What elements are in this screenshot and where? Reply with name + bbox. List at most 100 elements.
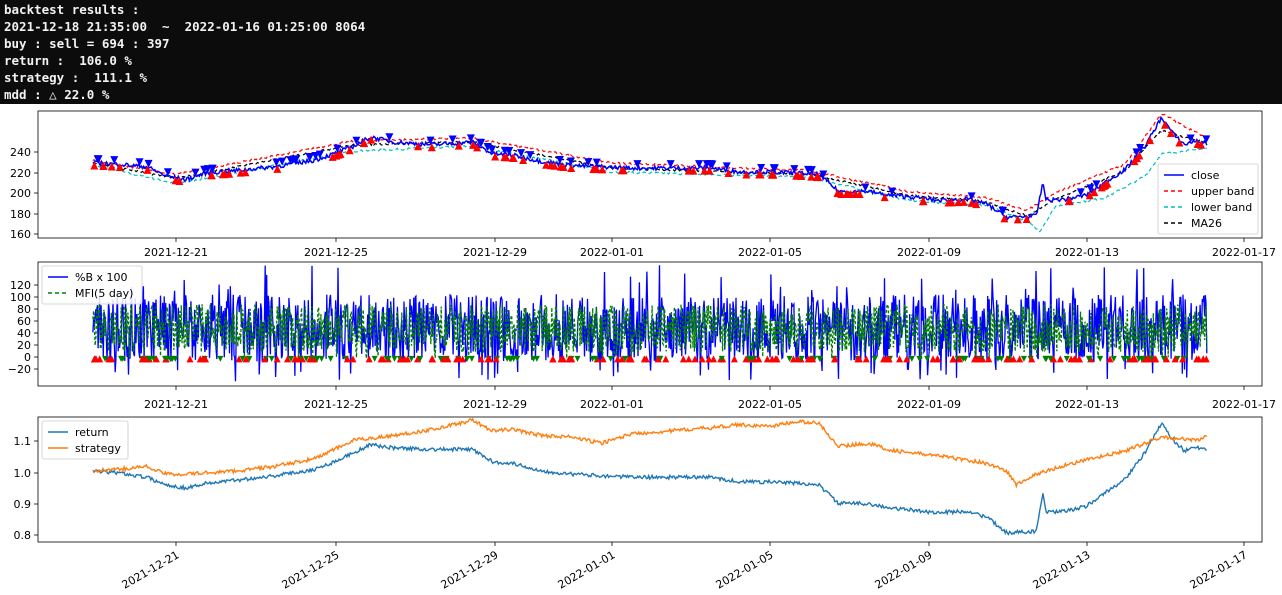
buy-marker bbox=[662, 355, 670, 363]
sell-marker bbox=[817, 355, 824, 362]
buy-marker bbox=[469, 140, 478, 149]
legend: %B x 100 MFI(5 day) bbox=[41, 265, 143, 305]
buy-marker bbox=[654, 355, 662, 363]
buy-marker bbox=[454, 141, 463, 150]
sell-marker bbox=[770, 164, 779, 173]
buy-marker bbox=[1076, 355, 1084, 363]
y-tick-label: 200 bbox=[10, 187, 31, 200]
y-tick-label: 40 bbox=[17, 327, 31, 340]
buy-marker bbox=[967, 198, 976, 207]
buy-marker bbox=[171, 176, 180, 185]
buy-marker bbox=[343, 355, 351, 363]
sell-marker bbox=[786, 355, 793, 362]
y-tick-label: 0 bbox=[24, 351, 31, 364]
sell-marker bbox=[313, 355, 320, 362]
sell-marker bbox=[888, 187, 897, 196]
x-tick-label: 2021-12-21 bbox=[144, 398, 208, 411]
sell-marker bbox=[1120, 355, 1127, 362]
legend-label: close bbox=[1191, 169, 1220, 182]
x-tick-label: 2021-12-25 bbox=[304, 398, 368, 411]
sell-marker bbox=[352, 136, 361, 145]
y-tick-label: 1.0 bbox=[14, 467, 32, 480]
buy-marker bbox=[679, 355, 687, 363]
sell-marker bbox=[292, 155, 301, 164]
plot-content bbox=[90, 265, 1210, 382]
console-line-buy-sell: buy : sell = 694 : 397 bbox=[4, 36, 170, 51]
legend-box bbox=[1157, 163, 1259, 235]
buy-marker bbox=[763, 355, 771, 363]
sell-marker bbox=[318, 355, 325, 362]
sell-marker bbox=[385, 355, 392, 362]
buy-marker bbox=[473, 143, 482, 152]
x-tick-label: 2022-01-05 bbox=[738, 246, 802, 259]
buy-marker bbox=[349, 355, 357, 363]
buy-marker bbox=[896, 355, 904, 363]
buy-marker bbox=[242, 355, 250, 363]
sell-marker bbox=[217, 355, 224, 362]
sell-marker bbox=[1097, 355, 1104, 362]
buy-marker bbox=[954, 198, 963, 207]
charts-figure: 160 180 200 220 240 2021-12-21 2021-12-25 2021-… bbox=[8, 110, 1276, 592]
buy-marker bbox=[1166, 128, 1175, 137]
sell-marker bbox=[448, 135, 457, 144]
buy-marker bbox=[1022, 214, 1031, 223]
sell-marker bbox=[1160, 355, 1167, 362]
sell-marker bbox=[144, 159, 153, 168]
sell-marker bbox=[1086, 355, 1093, 362]
x-tick-label: 2022-01-05 bbox=[714, 548, 776, 591]
x-tick-label: 2022-01-13 bbox=[1031, 548, 1093, 591]
sell-marker bbox=[468, 355, 475, 362]
x-tick-label: 2022-01-17 bbox=[1188, 548, 1250, 591]
buy-marker bbox=[225, 169, 234, 178]
y-tick-label: 160 bbox=[10, 228, 31, 241]
sell-marker bbox=[526, 151, 535, 160]
legend-box bbox=[41, 265, 143, 305]
buy-marker bbox=[365, 355, 373, 363]
sell-marker bbox=[464, 355, 471, 362]
buy-marker bbox=[1150, 355, 1158, 363]
buy-marker bbox=[1016, 355, 1024, 363]
sell-marker bbox=[908, 355, 915, 362]
buy-marker bbox=[360, 139, 369, 148]
sell-marker bbox=[488, 145, 497, 154]
buy-marker bbox=[976, 355, 984, 363]
sell-marker bbox=[278, 157, 287, 166]
sell-marker bbox=[555, 156, 564, 165]
buy-marker bbox=[617, 166, 626, 175]
buy-marker bbox=[549, 355, 557, 363]
buy-marker bbox=[1050, 355, 1058, 363]
sell-marker bbox=[666, 160, 675, 169]
sell-marker bbox=[702, 160, 711, 169]
y-tick-label: 100 bbox=[10, 291, 31, 304]
buy-marker bbox=[929, 355, 937, 363]
y-tick-label: 0.9 bbox=[14, 498, 32, 511]
sell-marker bbox=[998, 206, 1007, 215]
buy-marker bbox=[862, 355, 870, 363]
sell-marker bbox=[695, 160, 704, 169]
console-line-title: backtest results : bbox=[4, 2, 140, 17]
sell-marker bbox=[385, 133, 394, 142]
buy-marker bbox=[345, 146, 354, 155]
buy-marker bbox=[444, 355, 452, 363]
sell-marker bbox=[208, 164, 217, 173]
x-tick-label: 2021-12-21 bbox=[144, 246, 208, 259]
chart-panel-1: 160 180 200 220 240 2021-12-21 2021-12-25 2021-… bbox=[10, 110, 1276, 259]
legend-label: lower band bbox=[1191, 201, 1252, 214]
buy-marker bbox=[724, 169, 733, 178]
sell-marker bbox=[790, 165, 799, 174]
sell-marker bbox=[191, 168, 200, 177]
buy-marker bbox=[599, 355, 607, 363]
buy-marker bbox=[959, 197, 968, 206]
x-tick-label: 2022-01-17 bbox=[1212, 246, 1276, 259]
buy-marker bbox=[236, 168, 245, 177]
sell-marker bbox=[272, 158, 281, 167]
buy-marker bbox=[567, 163, 576, 172]
buy-marker bbox=[485, 355, 493, 363]
buy-marker bbox=[138, 355, 146, 363]
buy-marker bbox=[273, 164, 282, 173]
sell-marker bbox=[246, 355, 253, 362]
legend-label: MFI(5 day) bbox=[75, 287, 133, 300]
sell-marker bbox=[311, 151, 320, 160]
buy-marker bbox=[336, 149, 345, 158]
buy-marker bbox=[1195, 355, 1203, 363]
